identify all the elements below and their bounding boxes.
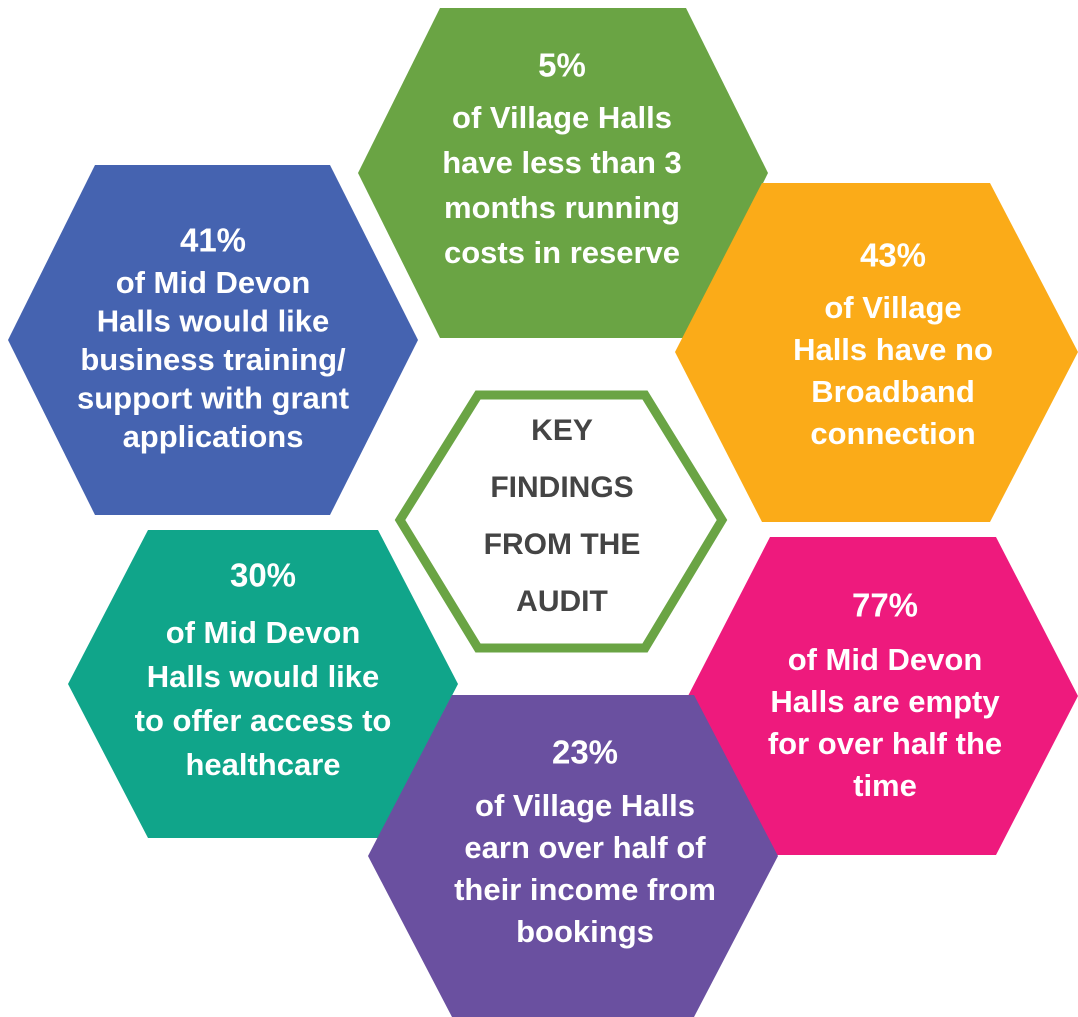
center-text: KEY bbox=[531, 414, 593, 447]
finding-stat: 77% bbox=[852, 587, 918, 624]
center-text: FINDINGS bbox=[490, 471, 633, 504]
finding-text: Halls have no bbox=[793, 332, 993, 367]
finding-text: business training/ bbox=[80, 342, 346, 377]
finding-text: for over half the bbox=[768, 726, 1002, 761]
finding-text: of Village Halls bbox=[475, 788, 695, 823]
hexagon bbox=[358, 8, 768, 338]
finding-text: applications bbox=[123, 419, 304, 454]
finding-stat: 5% bbox=[538, 47, 586, 84]
finding-text: of Mid Devon bbox=[166, 615, 361, 650]
finding: 30% of Mid Devon Halls would like to offer … bbox=[68, 530, 458, 838]
finding-text: Halls would like bbox=[147, 659, 380, 694]
hexagon bbox=[8, 165, 418, 515]
finding-text: months running bbox=[444, 190, 680, 225]
finding: 5% of Village Halls have less than 3 months… bbox=[358, 8, 768, 338]
finding-text: costs in reserve bbox=[444, 235, 680, 270]
finding-text: Halls are empty bbox=[770, 684, 1000, 719]
finding: 77% of Mid Devon Halls are empty for over h… bbox=[688, 537, 1078, 855]
finding-text: healthcare bbox=[185, 747, 340, 782]
center-hexagon bbox=[394, 390, 728, 653]
finding-text: of Mid Devon bbox=[116, 265, 311, 300]
finding-text: Broadband bbox=[811, 374, 975, 409]
finding-text: connection bbox=[810, 416, 975, 451]
finding-text: have less than 3 bbox=[442, 145, 682, 180]
finding-text: support with grant bbox=[77, 381, 349, 416]
finding-text: bookings bbox=[516, 914, 654, 949]
finding-text: time bbox=[853, 768, 917, 803]
finding-stat: 41% bbox=[180, 222, 246, 259]
finding-text: of Mid Devon bbox=[788, 642, 983, 677]
finding-stat: 43% bbox=[860, 237, 926, 274]
finding-text: to offer access to bbox=[135, 703, 392, 738]
finding-stat: 30% bbox=[230, 557, 296, 594]
finding-stat: 23% bbox=[552, 734, 618, 771]
hexagon bbox=[68, 530, 458, 838]
center-text: FROM THE bbox=[484, 528, 641, 561]
hexagon bbox=[675, 183, 1078, 522]
center-text: AUDIT bbox=[516, 585, 608, 618]
finding: 41% of Mid Devon Halls would likebusiness … bbox=[8, 165, 418, 515]
finding: 43% of Village Halls have no Broadband conne… bbox=[675, 183, 1078, 522]
finding-text: earn over half of bbox=[464, 830, 706, 865]
finding-text: their income from bbox=[454, 872, 716, 907]
finding: 23% of Village Halls earn over half of thei… bbox=[368, 695, 778, 1017]
hexagon bbox=[688, 537, 1078, 855]
finding-text: of Village Halls bbox=[452, 100, 672, 135]
hexagon bbox=[368, 695, 778, 1017]
finding-text: of Village bbox=[824, 290, 961, 325]
finding-text: Halls would like bbox=[97, 304, 330, 339]
